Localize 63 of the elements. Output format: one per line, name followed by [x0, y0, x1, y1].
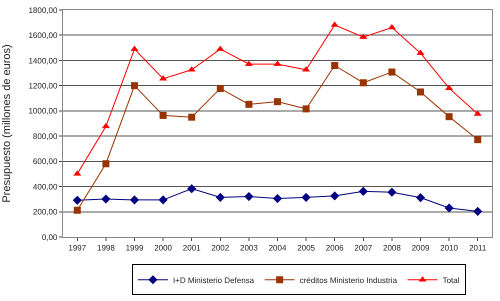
- point: [272, 194, 282, 204]
- x-tick-label: 2000: [154, 244, 173, 253]
- point: [302, 105, 310, 112]
- x-tick-label: 2006: [326, 244, 344, 253]
- y-tick-label: 1600,00: [28, 31, 58, 40]
- point: [102, 122, 110, 128]
- y-tick-label: 1800,00: [28, 6, 58, 15]
- legend-label: Total: [442, 276, 460, 285]
- y-tick-label: 600,00: [32, 157, 58, 166]
- point: [130, 195, 140, 204]
- point: [101, 194, 110, 204]
- point: [474, 136, 482, 144]
- point: [188, 66, 196, 72]
- point: [387, 188, 396, 197]
- point: [302, 192, 311, 202]
- point: [446, 113, 453, 120]
- point: [331, 62, 338, 69]
- x-tick-label: 2001: [182, 244, 202, 253]
- point: [416, 193, 426, 202]
- point: [417, 88, 424, 96]
- x-tick-label: 2011: [469, 244, 487, 253]
- point: [330, 191, 340, 200]
- x-tick-label: 2005: [297, 244, 316, 253]
- point: [302, 66, 310, 72]
- point: [388, 68, 396, 76]
- x-tick-label: 2004: [268, 244, 287, 253]
- point: [73, 170, 82, 176]
- x-tick-label: 2003: [240, 244, 258, 253]
- point: [245, 100, 252, 108]
- y-tick-label: 1000,00: [28, 106, 58, 116]
- point: [358, 186, 368, 196]
- point: [360, 79, 367, 86]
- point: [187, 184, 196, 194]
- point: [131, 82, 138, 90]
- y-tick-label: 800,00: [32, 132, 58, 141]
- point: [274, 98, 281, 106]
- y-axis-title: Presupuesto (millones de euros): [1, 44, 14, 203]
- y-tick-label: 400,00: [32, 182, 58, 192]
- y-tick-label: 1200,00: [28, 81, 58, 90]
- point: [216, 192, 225, 202]
- x-tick-label: 1999: [126, 244, 144, 253]
- y-tick-label: 1400,00: [28, 56, 58, 66]
- point: [160, 112, 167, 119]
- point: [473, 206, 482, 216]
- x-tick-label: 2008: [383, 244, 402, 253]
- x-tick-label: 2002: [211, 244, 230, 253]
- point: [216, 84, 224, 92]
- legend-label: I+D Ministerio Defensa: [172, 276, 255, 285]
- x-tick-label: 1997: [68, 244, 87, 253]
- x-tick-label: 1998: [97, 244, 116, 253]
- x-tick-label: 2010: [440, 244, 459, 253]
- x-tick-label: 2007: [354, 244, 373, 253]
- point: [188, 114, 196, 121]
- point: [74, 206, 81, 214]
- point: [102, 160, 110, 168]
- point: [444, 203, 454, 213]
- point: [244, 192, 254, 202]
- x-tick-label: 2009: [412, 244, 430, 253]
- point: [158, 195, 168, 204]
- legend-label: créditos Ministerio Industria: [300, 276, 398, 285]
- point: [72, 196, 82, 205]
- y-tick-label: 0,00: [42, 232, 58, 242]
- y-tick-label: 200,00: [32, 208, 58, 217]
